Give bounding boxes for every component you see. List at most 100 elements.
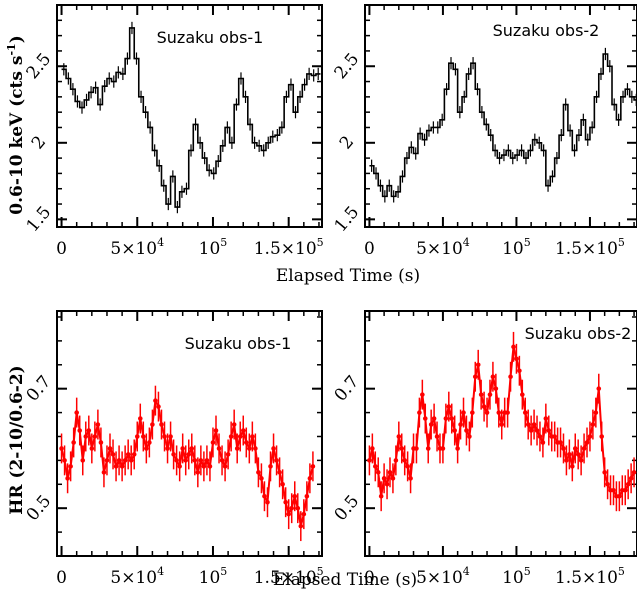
data-point bbox=[531, 422, 537, 427]
x-tick-label: 5×104 bbox=[110, 565, 164, 588]
data-point bbox=[141, 434, 146, 439]
data-point bbox=[572, 446, 578, 451]
y-tick-label: 0.7 bbox=[331, 372, 364, 406]
x-tick-label-exponent: 5 bbox=[524, 565, 531, 578]
data-point bbox=[271, 446, 276, 451]
data-series bbox=[369, 47, 637, 203]
data-point bbox=[116, 458, 122, 463]
data-point bbox=[65, 476, 70, 481]
bottom-y-axis-label: HR (2-10/0.6-2) bbox=[7, 365, 27, 514]
data-point bbox=[225, 452, 231, 457]
x-tick-label: 0 bbox=[56, 239, 67, 259]
data-point bbox=[602, 470, 607, 475]
data-point bbox=[520, 392, 525, 397]
data-point bbox=[561, 446, 566, 451]
x-tick-label-base: 10 bbox=[502, 239, 524, 259]
data-point bbox=[304, 493, 310, 499]
data-point bbox=[558, 440, 563, 445]
data-point bbox=[567, 452, 572, 457]
x-tick-label-base: 0 bbox=[56, 568, 67, 588]
data-point bbox=[578, 458, 584, 463]
data-point bbox=[71, 440, 76, 445]
x-tick-label-exponent: 4 bbox=[157, 236, 164, 249]
data-point bbox=[467, 434, 472, 439]
data-point bbox=[231, 422, 237, 427]
x-tick-label-exponent: 4 bbox=[157, 565, 164, 578]
data-point bbox=[95, 422, 101, 427]
x-tick-label: 105 bbox=[502, 236, 531, 259]
data-point bbox=[552, 434, 557, 439]
data-point bbox=[159, 422, 164, 427]
data-point bbox=[537, 434, 543, 439]
data-point bbox=[425, 446, 431, 451]
data-point bbox=[390, 476, 396, 481]
data-point bbox=[210, 440, 216, 445]
x-tick-label: 5×104 bbox=[416, 236, 470, 259]
data-point bbox=[250, 434, 255, 439]
data-point bbox=[213, 428, 219, 433]
x-tick-label: 1.5×105 bbox=[254, 565, 324, 588]
data-point bbox=[443, 416, 449, 421]
data-point bbox=[189, 446, 195, 451]
x-tick-label-base: 1.5×10 bbox=[555, 239, 618, 259]
data-point bbox=[147, 440, 152, 445]
data-point bbox=[295, 505, 301, 511]
data-point bbox=[292, 493, 298, 499]
data-point bbox=[496, 410, 502, 415]
data-point bbox=[243, 440, 249, 445]
data-point bbox=[201, 464, 207, 469]
data-point bbox=[277, 470, 282, 475]
x-tick-label-base: 5×10 bbox=[416, 239, 463, 259]
panel-title: Suzaku obs-2 bbox=[525, 324, 632, 343]
data-point bbox=[153, 398, 158, 403]
data-point bbox=[534, 428, 540, 433]
x-tick-label-exponent: 4 bbox=[463, 565, 470, 578]
data-point bbox=[593, 410, 599, 415]
data-point bbox=[219, 458, 225, 463]
data-point bbox=[590, 422, 596, 427]
data-point bbox=[414, 446, 419, 451]
data-point bbox=[528, 428, 534, 433]
data-point bbox=[570, 464, 575, 469]
data-point bbox=[452, 428, 457, 433]
data-point bbox=[59, 446, 64, 451]
data-point bbox=[378, 493, 384, 499]
data-point bbox=[262, 493, 267, 499]
x-tick-label-exponent: 5 bbox=[220, 565, 227, 578]
data-point bbox=[207, 464, 213, 469]
data-point bbox=[464, 428, 469, 433]
data-point bbox=[431, 416, 437, 421]
data-point bbox=[540, 440, 546, 445]
data-point bbox=[234, 446, 240, 451]
data-point bbox=[587, 434, 593, 439]
x-tick-label-base: 1.5×10 bbox=[254, 239, 317, 259]
x-tick-label-exponent: 4 bbox=[463, 236, 470, 249]
data-series bbox=[367, 331, 637, 512]
top-y-axis-label-end: ) bbox=[7, 35, 27, 43]
x-tick-label-exponent: 5 bbox=[220, 236, 227, 249]
hardness-ratio-curve bbox=[60, 397, 314, 527]
x-tick-label-base: 0 bbox=[56, 239, 67, 259]
data-point bbox=[228, 434, 234, 439]
data-point bbox=[596, 386, 602, 391]
data-point bbox=[487, 392, 493, 397]
data-point bbox=[286, 511, 291, 517]
data-point bbox=[440, 446, 446, 451]
data-point bbox=[77, 428, 83, 433]
x-tick-label-exponent: 5 bbox=[618, 565, 625, 578]
data-point bbox=[119, 464, 125, 469]
data-point bbox=[631, 470, 637, 475]
data-point bbox=[514, 356, 519, 362]
data-point bbox=[256, 470, 261, 475]
data-series bbox=[59, 385, 316, 542]
data-point bbox=[98, 440, 104, 445]
data-point bbox=[68, 464, 73, 469]
x-tick-label-exponent: 5 bbox=[618, 236, 625, 249]
top-x-axis-label: Elapsed Time (s) bbox=[276, 266, 420, 286]
top-y-axis-label-text: 0.6-10 keV (cts s bbox=[7, 56, 27, 215]
data-series bbox=[61, 21, 321, 214]
plot-frame bbox=[56, 310, 323, 557]
data-point bbox=[259, 476, 264, 481]
